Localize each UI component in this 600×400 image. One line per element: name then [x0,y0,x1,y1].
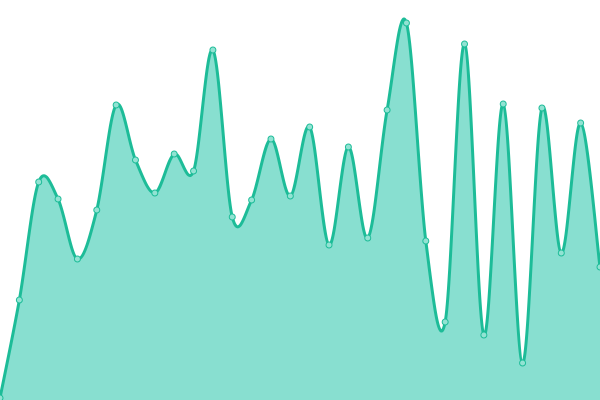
data-point-28 [538,104,546,112]
data-point-7 [131,156,139,164]
data-point-4 [73,255,81,263]
data-point-24 [461,40,469,48]
data-point-16 [306,123,314,131]
data-point-19 [364,234,372,242]
data-point-26 [499,100,507,108]
data-point-12 [228,213,236,221]
data-point-11 [209,46,217,54]
data-point-30 [577,119,585,127]
data-point-13 [248,196,256,204]
data-point-18 [344,143,352,151]
data-point-10 [190,167,198,175]
data-point-23 [441,318,449,326]
data-point-6 [112,101,120,109]
data-point-22 [422,237,430,245]
data-point-3 [54,195,62,203]
data-point-9 [170,150,178,158]
data-point-5 [93,206,101,214]
data-point-21 [402,19,410,27]
data-point-17 [325,241,333,249]
data-point-0 [0,394,4,400]
area-fill [0,18,600,400]
data-point-25 [480,331,488,339]
data-point-27 [519,359,527,367]
data-point-1 [15,296,23,304]
data-point-20 [383,106,391,114]
data-point-15 [286,192,294,200]
data-point-14 [267,135,275,143]
data-point-29 [557,249,565,257]
data-point-31 [596,263,600,271]
data-point-2 [35,178,43,186]
data-points [0,19,600,400]
data-point-8 [151,189,159,197]
